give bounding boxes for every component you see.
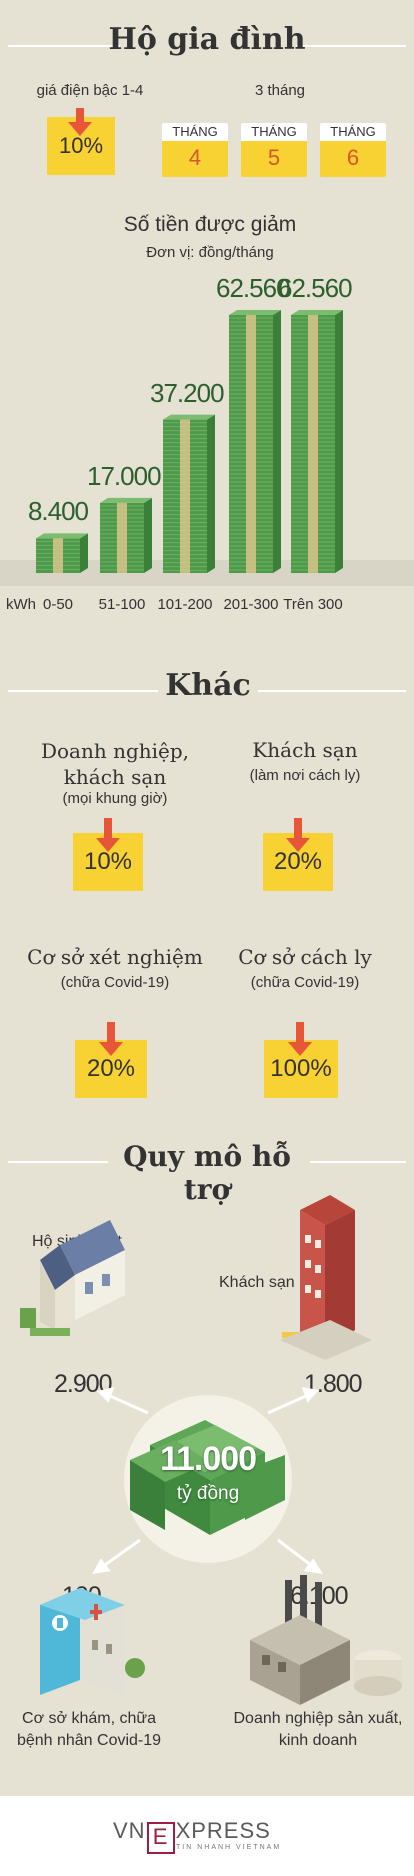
bar-value-label: 8.400	[23, 496, 93, 527]
other-item-sub: (chữa Covid-19)	[220, 974, 390, 991]
other-item-title: Doanh nghiệp, khách sạn	[30, 738, 200, 790]
arrow-down-icon	[99, 1022, 123, 1058]
divider	[8, 1161, 108, 1163]
bar-value-label: 37.200	[150, 378, 220, 409]
bar-value-label: 17.000	[87, 461, 157, 492]
other-item-sub: (chữa Covid-19)	[30, 974, 200, 991]
scale-total-unit: tỷ đồng	[148, 1483, 268, 1505]
divider	[8, 690, 158, 692]
scale-label-clinic: Cơ sở khám, chữa bệnh nhân Covid-19	[14, 1708, 164, 1752]
divider	[258, 690, 406, 692]
other-item-sub: (làm nơi cách ly)	[220, 767, 390, 784]
factory-icon	[250, 1575, 402, 1705]
scale-label-business: Doanh nghiệp sản xuất, kinh doanh	[228, 1708, 408, 1752]
bar-value-label: 62.560	[278, 273, 348, 304]
bar	[163, 415, 215, 573]
section-title-other: Khác	[158, 668, 258, 703]
arrow-down-icon	[286, 818, 310, 854]
clinic-icon	[40, 1588, 145, 1695]
arrow-down-icon	[288, 1022, 312, 1058]
divider	[310, 1161, 406, 1163]
arrow-down-icon	[96, 818, 120, 854]
brand-logo-mark: E	[147, 1822, 175, 1854]
bar	[36, 533, 88, 573]
other-item-sub: (mọi khung giờ)	[30, 790, 200, 807]
other-discount-value: 20%	[87, 1055, 135, 1083]
scale-total-value: 11.000	[148, 1440, 268, 1479]
x-axis-unit: kWh	[6, 596, 36, 613]
other-item-title: Khách sạn	[220, 738, 390, 762]
footer: VN E XPRESS TIN NHANH VIETNAM	[0, 1796, 414, 1876]
brand-tagline: TIN NHANH VIETNAM	[176, 1844, 281, 1851]
other-discount-value: 100%	[270, 1055, 331, 1083]
other-item-title: Cơ sở xét nghiệm	[20, 945, 210, 969]
bar	[229, 310, 281, 573]
category-label: Trên 300	[273, 596, 353, 613]
house-icon	[20, 1220, 125, 1336]
hotel-icon	[280, 1195, 372, 1360]
other-item-title: Cơ sở cách ly	[215, 945, 395, 969]
bar-chart	[0, 0, 414, 640]
bar-value-label: 62.560	[216, 273, 286, 304]
bar	[291, 310, 343, 573]
bar	[100, 498, 152, 573]
